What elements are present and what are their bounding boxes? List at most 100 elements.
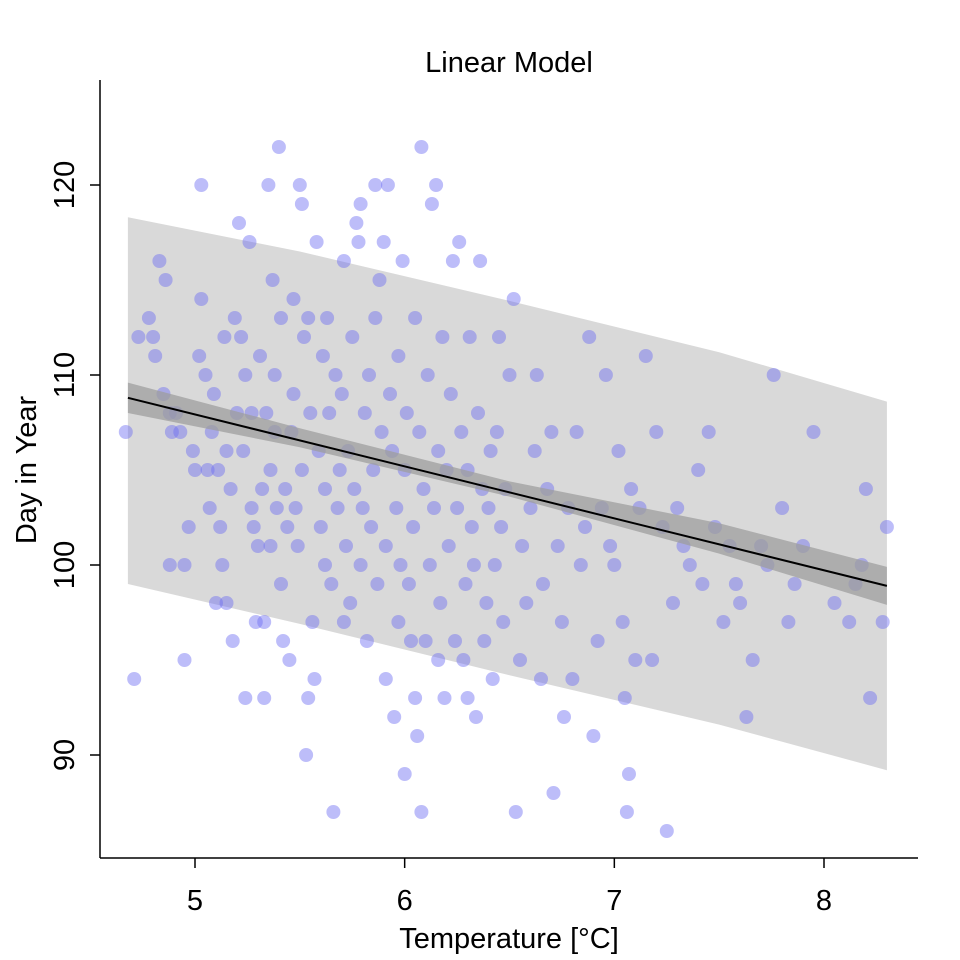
x-tick-label: 8 [816,885,832,917]
x-tick-label: 5 [187,885,203,917]
data-point [550,539,565,553]
data-point [483,444,498,458]
data-point [401,577,416,591]
data-point [250,539,265,553]
data-point [391,615,406,629]
data-point [219,596,234,610]
x-tick-label: 6 [397,885,413,917]
data-point [454,425,469,439]
data-point [213,520,228,534]
data-point [236,444,251,458]
data-point [489,425,504,439]
data-point [253,349,267,363]
data-point [666,596,680,610]
data-point [359,634,374,648]
data-point [215,558,230,572]
data-point [464,520,479,534]
data-point [441,539,456,553]
data-point [565,672,580,686]
data-point [733,596,748,610]
data-point [330,501,345,515]
data-point [460,691,475,705]
data-point [477,634,492,648]
data-point [598,368,613,382]
data-point [334,387,349,401]
data-point [343,596,358,610]
data-point [188,463,202,477]
data-point [313,520,328,534]
data-point [290,539,305,553]
data-point [670,501,685,515]
data-point [494,520,509,534]
data-point [452,235,467,249]
data-point [523,501,538,515]
data-point [586,729,601,743]
data-point [638,349,653,363]
data-point [496,615,511,629]
data-point [557,710,571,724]
data-point [863,691,878,705]
x-tick-label: 7 [606,885,622,917]
data-point [303,406,318,420]
data-point [202,501,217,515]
fit-line [127,396,888,587]
data-point [412,425,427,439]
data-point [842,615,857,629]
data-point [305,615,320,629]
data-point [194,178,209,192]
data-point [376,235,391,249]
data-point [875,615,890,629]
data-point [324,577,339,591]
data-point [238,368,253,382]
data-point [280,520,295,534]
data-point [200,463,215,477]
data-point [146,330,161,344]
data-point [351,235,366,249]
data-point [649,425,664,439]
data-point [219,444,234,458]
data-point [238,691,253,705]
data-point [192,349,207,363]
data-point [607,558,622,572]
data-point [404,634,418,648]
data-point [502,368,517,382]
data-point [481,501,496,515]
data-point [582,330,597,344]
data-point [529,368,544,382]
data-point [244,501,259,515]
data-point [573,558,588,572]
data-point [185,444,200,458]
data-point [152,254,167,268]
data-point [294,463,309,477]
data-point [181,520,196,534]
data-point [141,311,156,325]
data-point [265,273,280,287]
data-point [294,197,309,211]
data-point [227,311,242,325]
y-tick-label: 100 [49,541,81,589]
data-point [322,406,337,420]
data-point [336,254,351,268]
data-point [349,216,364,230]
y-tick-label: 90 [49,739,81,771]
data-point [364,520,379,534]
data-point [427,501,441,515]
data-point [242,235,257,249]
data-point [118,425,133,439]
data-point [177,558,192,572]
data-point [513,653,527,667]
data-point [257,615,272,629]
data-point [318,558,332,572]
data-point [257,691,272,705]
axes: 5 6 7 8 90 100 110 120 [49,80,918,917]
data-point [286,292,301,306]
data-point [397,767,412,781]
data-point [414,140,429,154]
data-point [232,216,246,230]
data-point [299,748,314,762]
data-point [158,273,173,287]
data-point [255,482,270,496]
data-point [131,330,146,344]
data-point [462,330,477,344]
data-point [617,691,632,705]
